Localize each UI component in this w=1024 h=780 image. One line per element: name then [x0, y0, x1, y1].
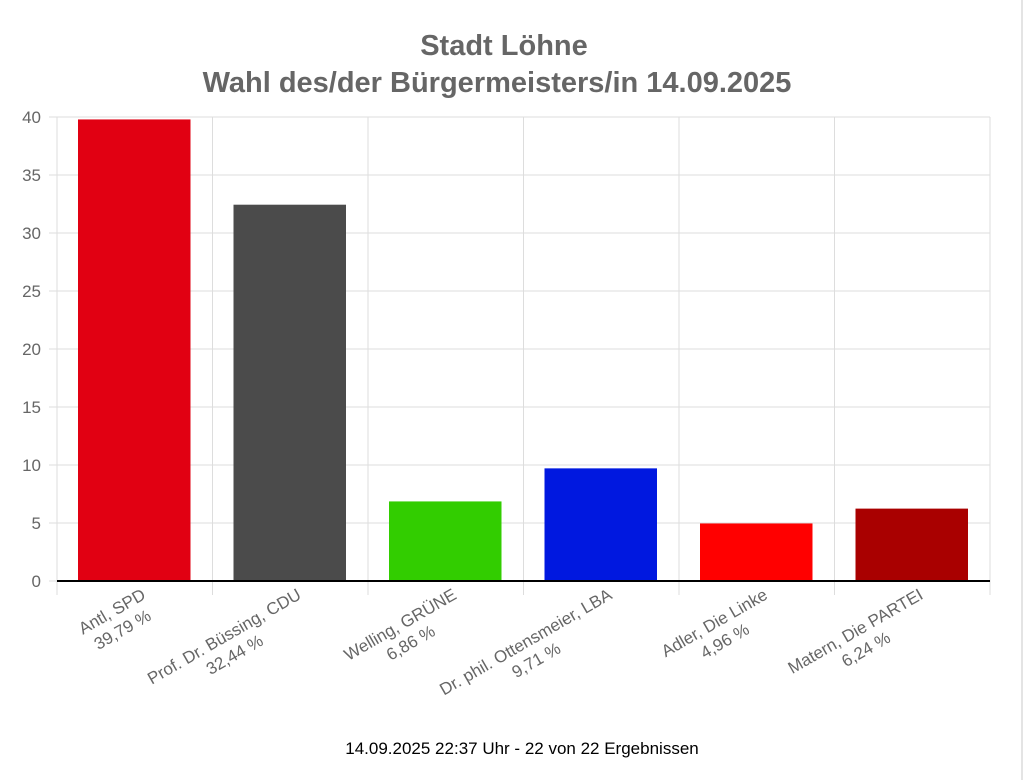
y-tick-label: 40 — [22, 108, 41, 127]
bar[interactable] — [544, 468, 658, 581]
bars — [57, 119, 990, 582]
y-tick-label: 10 — [22, 456, 41, 475]
candidate-name: Dr. phil. Ottensmeier, LBA — [436, 585, 615, 700]
bar[interactable] — [700, 523, 813, 581]
y-tick-label: 20 — [22, 340, 41, 359]
chart-title-line-2: Wahl des/der Bürgermeisters/in 14.09.202… — [203, 67, 792, 99]
chart-title-line-1: Stadt Löhne — [420, 30, 588, 62]
bar[interactable] — [78, 119, 191, 581]
bar[interactable] — [855, 508, 969, 581]
bar[interactable] — [389, 501, 502, 581]
y-tick-label: 35 — [22, 166, 41, 185]
footer-status: 14.09.2025 22:37 Uhr - 22 von 22 Ergebni… — [345, 739, 698, 758]
y-tick-label: 15 — [22, 398, 41, 417]
y-tick-label: 25 — [22, 282, 41, 301]
y-tick-label: 5 — [32, 514, 41, 533]
right-border — [1021, 0, 1023, 780]
grid — [49, 116, 991, 595]
candidate-name: Prof. Dr. Büssing, CDU — [144, 585, 304, 688]
y-tick-label: 0 — [32, 572, 41, 591]
y-axis-labels: 0 5 10 15 20 25 30 35 40 — [22, 108, 41, 591]
bar[interactable] — [233, 204, 347, 582]
y-tick-label: 30 — [22, 224, 41, 243]
